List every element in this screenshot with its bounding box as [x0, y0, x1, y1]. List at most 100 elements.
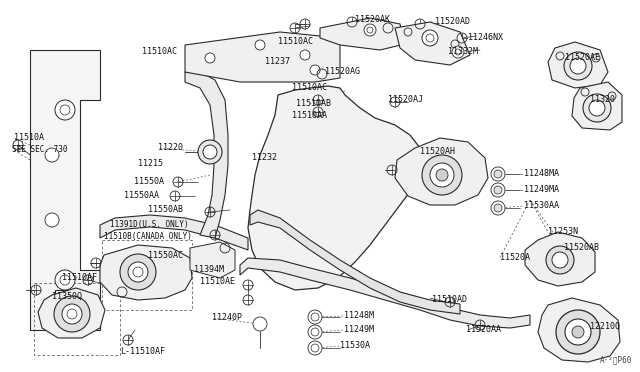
Circle shape	[253, 317, 267, 331]
Circle shape	[494, 186, 502, 194]
Text: 11248M: 11248M	[344, 311, 374, 321]
Polygon shape	[395, 22, 470, 65]
Circle shape	[300, 50, 310, 60]
Circle shape	[311, 313, 319, 321]
Circle shape	[570, 58, 586, 74]
Circle shape	[205, 53, 215, 63]
Text: L-11510AF: L-11510AF	[120, 347, 165, 356]
Polygon shape	[185, 72, 228, 238]
Text: SEE SEC. 730: SEE SEC. 730	[12, 145, 67, 154]
Circle shape	[45, 213, 59, 227]
Circle shape	[583, 94, 611, 122]
Circle shape	[564, 52, 592, 80]
Text: 11510AE: 11510AE	[200, 278, 235, 286]
Polygon shape	[38, 288, 105, 338]
Polygon shape	[320, 18, 405, 50]
Text: 11510AC: 11510AC	[278, 38, 313, 46]
Circle shape	[255, 40, 265, 50]
Text: 11391D(U.S. ONLY): 11391D(U.S. ONLY)	[110, 221, 189, 230]
Text: 11510B(CANADA ONLY): 11510B(CANADA ONLY)	[104, 232, 192, 241]
Text: 11240P: 11240P	[212, 314, 242, 323]
Text: 11550AA: 11550AA	[124, 192, 159, 201]
Circle shape	[128, 262, 148, 282]
Circle shape	[430, 163, 454, 187]
Text: 11510A: 11510A	[14, 134, 44, 142]
Text: 11550AB: 11550AB	[148, 205, 183, 215]
Text: 11520AA: 11520AA	[466, 326, 501, 334]
Text: 11350Q: 11350Q	[52, 292, 82, 301]
Text: 11510AA: 11510AA	[292, 112, 327, 121]
Polygon shape	[395, 138, 488, 205]
Text: 11510AC: 11510AC	[292, 83, 327, 93]
Text: 11510AF: 11510AF	[62, 273, 97, 282]
Circle shape	[565, 319, 591, 345]
Circle shape	[494, 170, 502, 178]
Text: 11510AC: 11510AC	[142, 48, 177, 57]
Text: 12210Q: 12210Q	[590, 321, 620, 330]
Text: 11320: 11320	[590, 96, 615, 105]
Circle shape	[491, 201, 505, 215]
Circle shape	[491, 167, 505, 181]
Polygon shape	[572, 82, 622, 130]
Circle shape	[452, 46, 464, 58]
Circle shape	[62, 304, 82, 324]
Text: 11520AD: 11520AD	[435, 17, 470, 26]
Circle shape	[133, 267, 143, 277]
Polygon shape	[548, 42, 608, 88]
Text: 11520AE: 11520AE	[565, 54, 600, 62]
Circle shape	[55, 270, 75, 290]
Circle shape	[491, 183, 505, 197]
Text: 11520AK: 11520AK	[355, 16, 390, 25]
Polygon shape	[525, 232, 595, 286]
Text: 11550AC: 11550AC	[148, 250, 183, 260]
Text: 11530A: 11530A	[340, 341, 370, 350]
Circle shape	[311, 328, 319, 336]
Circle shape	[311, 344, 319, 352]
Text: 11520AH: 11520AH	[420, 148, 455, 157]
Text: 11248MA: 11248MA	[524, 170, 559, 179]
Circle shape	[60, 275, 70, 285]
Circle shape	[198, 140, 222, 164]
Text: 11332M: 11332M	[448, 48, 478, 57]
Text: 11520AB: 11520AB	[564, 244, 599, 253]
Circle shape	[120, 254, 156, 290]
Circle shape	[552, 252, 568, 268]
Circle shape	[426, 34, 434, 42]
Circle shape	[55, 100, 75, 120]
Text: 11246NX: 11246NX	[468, 33, 503, 42]
Circle shape	[54, 296, 90, 332]
Text: 11253N: 11253N	[548, 228, 578, 237]
Text: 11249M: 11249M	[344, 326, 374, 334]
Text: 11237: 11237	[265, 58, 290, 67]
Text: 11550A: 11550A	[134, 177, 164, 186]
Text: 11520AG: 11520AG	[325, 67, 360, 77]
Text: 11520AJ: 11520AJ	[388, 96, 423, 105]
Text: 11510AB: 11510AB	[296, 99, 331, 109]
Circle shape	[60, 105, 70, 115]
Polygon shape	[30, 50, 100, 330]
Text: 11249MA: 11249MA	[524, 186, 559, 195]
Circle shape	[367, 27, 373, 33]
Polygon shape	[538, 298, 620, 362]
Polygon shape	[100, 245, 192, 300]
Polygon shape	[250, 210, 460, 314]
Text: 11530AA: 11530AA	[524, 202, 559, 211]
Circle shape	[422, 30, 438, 46]
Circle shape	[203, 145, 217, 159]
Circle shape	[310, 65, 320, 75]
Circle shape	[572, 326, 584, 338]
Text: 11510AD: 11510AD	[432, 295, 467, 305]
Circle shape	[494, 204, 502, 212]
Polygon shape	[240, 258, 530, 328]
Polygon shape	[185, 32, 340, 82]
Circle shape	[45, 148, 59, 162]
Polygon shape	[100, 215, 248, 250]
Text: 11520A: 11520A	[500, 253, 530, 263]
Circle shape	[308, 325, 322, 339]
Circle shape	[308, 341, 322, 355]
Circle shape	[589, 100, 605, 116]
Polygon shape	[248, 86, 422, 290]
Polygon shape	[190, 242, 235, 278]
Circle shape	[364, 24, 376, 36]
Circle shape	[546, 246, 574, 274]
